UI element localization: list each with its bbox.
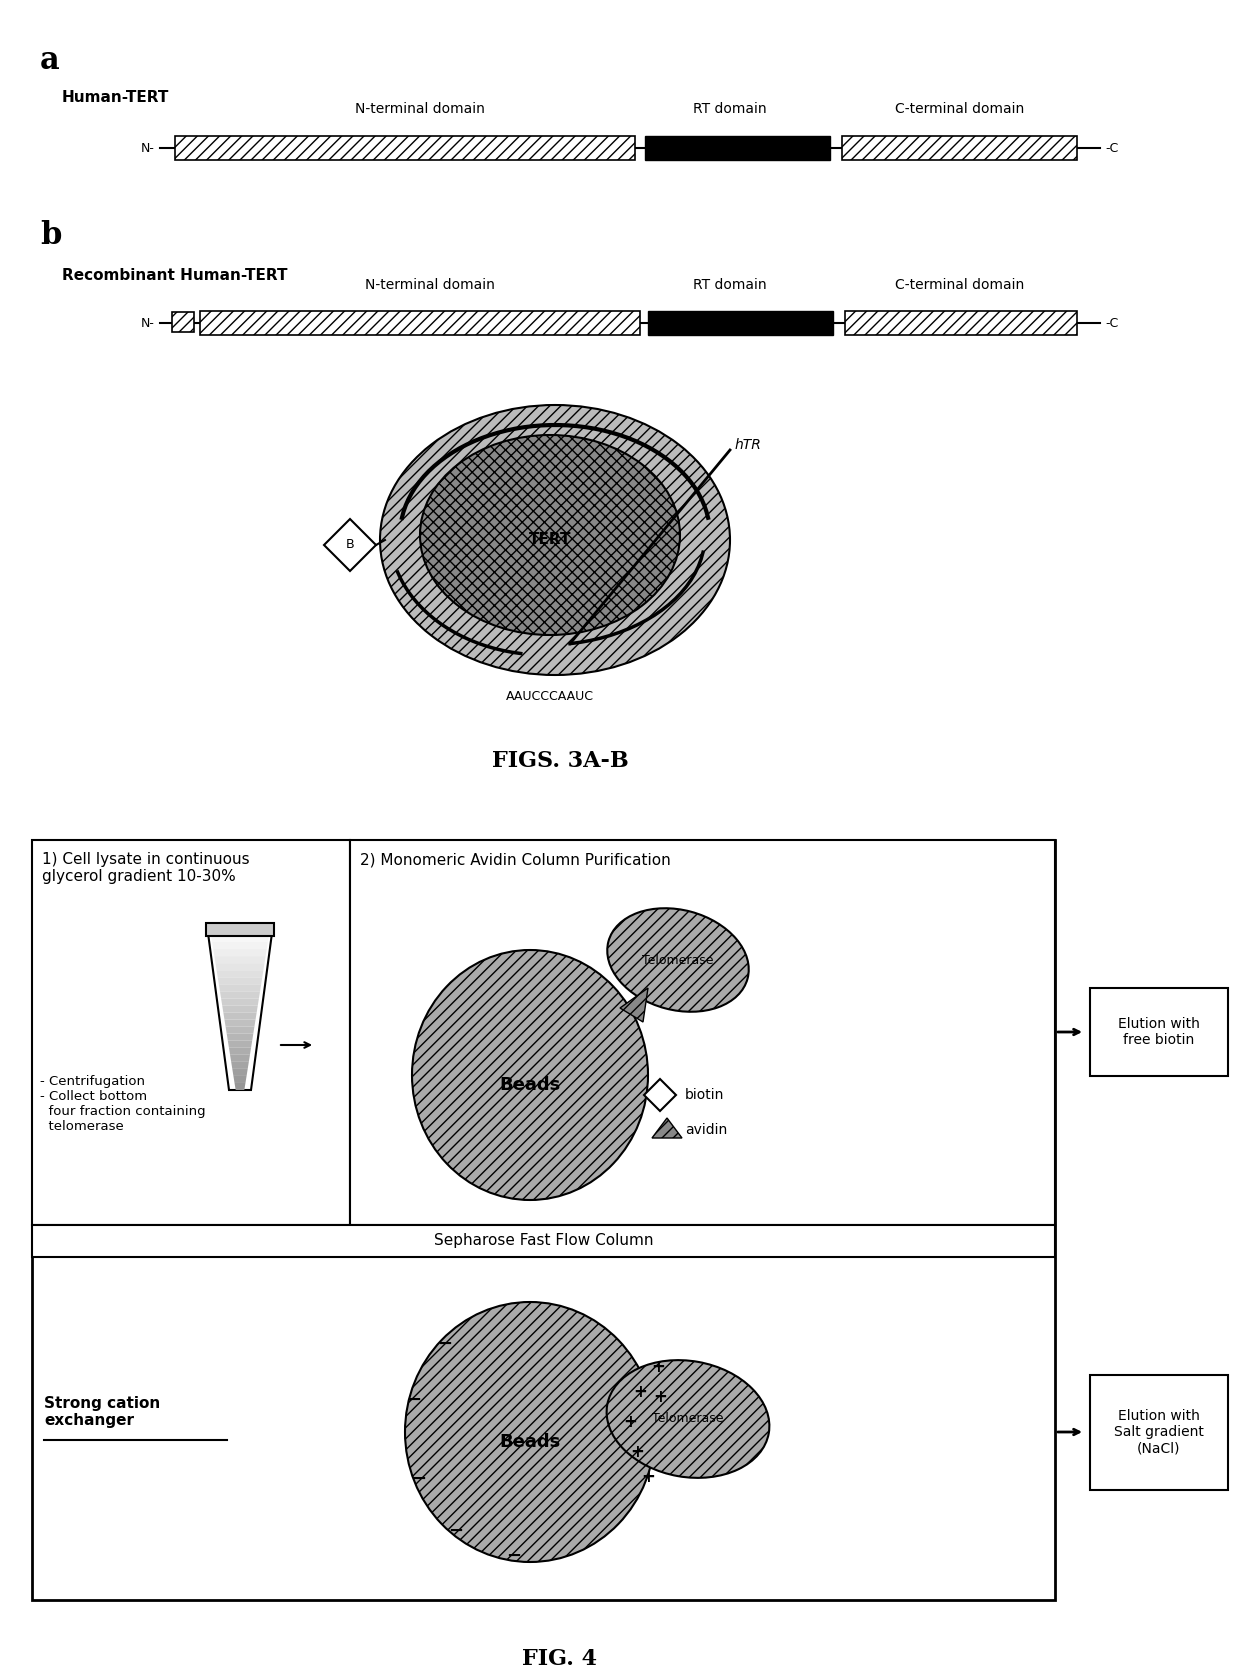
Text: C-terminal domain: C-terminal domain <box>895 279 1024 292</box>
Polygon shape <box>234 1083 246 1089</box>
Text: a: a <box>40 45 60 77</box>
Polygon shape <box>324 519 376 570</box>
Text: avidin: avidin <box>684 1123 727 1138</box>
Text: Sepharose Fast Flow Column: Sepharose Fast Flow Column <box>434 1234 653 1249</box>
Text: Beads: Beads <box>500 1433 560 1451</box>
Bar <box>32 841 1055 1600</box>
Bar <box>645 137 830 160</box>
Text: -C: -C <box>1105 142 1118 155</box>
Polygon shape <box>231 1063 249 1069</box>
Text: AAUCCCAAUC: AAUCCCAAUC <box>506 691 594 702</box>
Text: Human-TERT: Human-TERT <box>62 90 170 105</box>
Bar <box>32 1224 1055 1258</box>
Text: TERT: TERT <box>528 532 572 547</box>
Text: +: + <box>651 1358 665 1376</box>
Bar <box>1090 1374 1228 1490</box>
Text: −: − <box>412 1470 427 1488</box>
Bar <box>200 310 640 335</box>
Text: B: B <box>346 539 355 552</box>
Polygon shape <box>233 1076 247 1083</box>
Text: +: + <box>653 1388 667 1406</box>
Polygon shape <box>211 936 269 942</box>
Text: −: − <box>449 1521 464 1540</box>
Polygon shape <box>229 1048 250 1054</box>
Text: N-: N- <box>141 317 155 330</box>
Ellipse shape <box>405 1303 655 1561</box>
Text: −: − <box>438 1334 453 1353</box>
Text: Recombinant Human-TERT: Recombinant Human-TERT <box>62 269 288 284</box>
Ellipse shape <box>608 909 749 1012</box>
Text: biotin: biotin <box>684 1088 724 1103</box>
Text: −: − <box>407 1391 422 1409</box>
Polygon shape <box>213 949 267 956</box>
Polygon shape <box>218 984 262 991</box>
Polygon shape <box>216 962 264 971</box>
Polygon shape <box>232 1069 248 1076</box>
Polygon shape <box>222 1006 258 1012</box>
Bar <box>649 310 833 335</box>
Text: Beads: Beads <box>500 1076 560 1094</box>
Polygon shape <box>226 1026 254 1034</box>
Text: FIG. 4: FIG. 4 <box>522 1648 598 1668</box>
Polygon shape <box>644 1079 676 1111</box>
Polygon shape <box>224 1019 255 1026</box>
Bar <box>842 137 1078 160</box>
Polygon shape <box>215 956 265 962</box>
Text: +: + <box>634 1383 647 1401</box>
Polygon shape <box>228 1041 252 1048</box>
Text: N-: N- <box>141 142 155 155</box>
Text: 2) Monomeric Avidin Column Purification: 2) Monomeric Avidin Column Purification <box>360 852 671 867</box>
Bar <box>1090 987 1228 1076</box>
Text: N-terminal domain: N-terminal domain <box>355 102 485 117</box>
Text: +: + <box>641 1468 655 1486</box>
Text: FIGS. 3A-B: FIGS. 3A-B <box>491 751 629 772</box>
Text: C-terminal domain: C-terminal domain <box>895 102 1024 117</box>
Bar <box>175 137 635 160</box>
Bar <box>206 922 274 936</box>
Ellipse shape <box>606 1359 769 1478</box>
Text: Elution with
free biotin: Elution with free biotin <box>1118 1017 1200 1048</box>
Polygon shape <box>652 1118 682 1138</box>
Polygon shape <box>227 1034 253 1041</box>
Polygon shape <box>218 977 263 984</box>
Ellipse shape <box>412 951 649 1199</box>
Bar <box>32 841 350 1224</box>
Polygon shape <box>620 987 649 1022</box>
Polygon shape <box>223 1012 257 1019</box>
Text: hTR: hTR <box>735 439 761 452</box>
Text: N-terminal domain: N-terminal domain <box>365 279 495 292</box>
Polygon shape <box>212 942 268 949</box>
Text: RT domain: RT domain <box>693 279 766 292</box>
Text: Telomerase: Telomerase <box>652 1413 724 1426</box>
Text: −: − <box>506 1546 521 1565</box>
Text: b: b <box>40 220 61 250</box>
Polygon shape <box>221 999 259 1006</box>
Bar <box>844 310 1078 335</box>
Text: Elution with
Salt gradient
(NaCl): Elution with Salt gradient (NaCl) <box>1114 1409 1204 1454</box>
Text: -C: -C <box>1105 317 1118 330</box>
Text: - Centrifugation
- Collect bottom
  four fraction containing
  telomerase: - Centrifugation - Collect bottom four f… <box>40 1074 206 1133</box>
Text: RT domain: RT domain <box>693 102 766 117</box>
Polygon shape <box>208 932 272 1089</box>
Text: Telomerase: Telomerase <box>642 954 714 966</box>
Bar <box>350 841 1055 1224</box>
Polygon shape <box>219 991 260 999</box>
Ellipse shape <box>420 435 680 636</box>
Text: +: + <box>630 1443 644 1461</box>
Text: 1) Cell lysate in continuous
glycerol gradient 10-30%: 1) Cell lysate in continuous glycerol gr… <box>42 852 249 884</box>
Bar <box>172 312 193 332</box>
Ellipse shape <box>379 405 730 676</box>
Polygon shape <box>217 971 263 977</box>
Polygon shape <box>231 1054 250 1063</box>
Text: +: + <box>622 1413 637 1431</box>
Text: Strong cation
exchanger: Strong cation exchanger <box>43 1396 160 1428</box>
